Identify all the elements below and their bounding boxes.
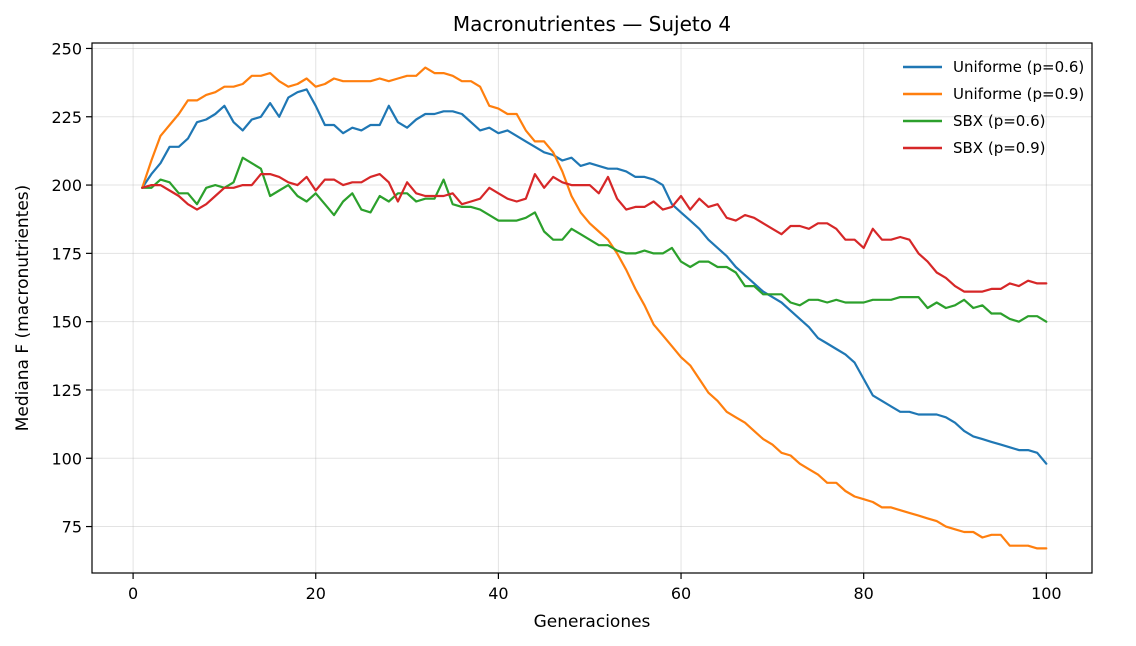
x-tick-label: 100	[1031, 584, 1062, 603]
x-tick-label: 0	[128, 584, 138, 603]
legend-label-4: SBX (p=0.9)	[953, 139, 1046, 157]
y-tick-label: 75	[62, 518, 82, 537]
x-tick-label: 40	[488, 584, 508, 603]
series-line-1	[141, 88, 1048, 465]
grid	[92, 43, 1092, 573]
legend: Uniforme (p=0.6) Uniforme (p=0.9) SBX (p=0…	[903, 58, 1084, 157]
y-tick-label: 150	[51, 313, 82, 332]
y-axis-ticks: 75 100 125 150 175 200 225 250	[51, 39, 92, 537]
series-line-4	[141, 173, 1048, 293]
x-tick-label: 60	[671, 584, 691, 603]
plot-frame	[91, 42, 1093, 574]
legend-label-2: Uniforme (p=0.9)	[953, 85, 1084, 103]
legend-label-1: Uniforme (p=0.6)	[953, 58, 1084, 76]
y-tick-label: 125	[51, 381, 82, 400]
y-tick-label: 200	[51, 176, 82, 195]
x-axis-ticks: 0 20 40 60 80 100	[128, 573, 1062, 603]
series-lines	[141, 66, 1048, 550]
legend-label-3: SBX (p=0.6)	[953, 112, 1046, 130]
chart-title: Macronutrientes — Sujeto 4	[453, 12, 731, 36]
y-tick-label: 100	[51, 449, 82, 468]
y-tick-label: 225	[51, 108, 82, 127]
series-line-3	[141, 156, 1048, 323]
y-axis-label: Mediana F (macronutrientes)	[13, 185, 33, 432]
y-tick-label: 175	[51, 244, 82, 263]
x-tick-label: 80	[854, 584, 874, 603]
y-tick-label: 250	[51, 39, 82, 58]
x-tick-label: 20	[306, 584, 326, 603]
series-line-2	[141, 66, 1048, 550]
x-axis-label: Generaciones	[534, 612, 651, 632]
